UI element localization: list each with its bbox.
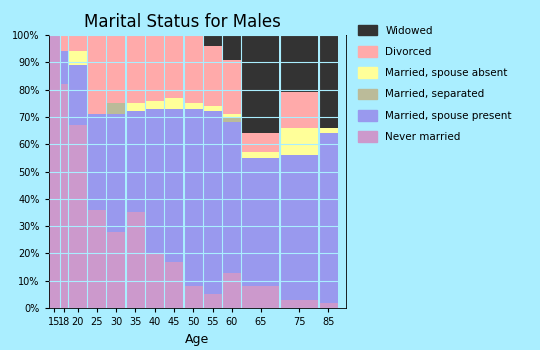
Bar [242, 152, 280, 158]
Bar [222, 114, 241, 117]
Bar [281, 92, 318, 128]
Bar [184, 286, 202, 308]
Bar [49, 35, 60, 308]
Bar [107, 103, 125, 114]
Bar [281, 300, 318, 308]
Bar [319, 35, 338, 128]
Bar [319, 133, 338, 302]
Bar [68, 51, 87, 65]
Bar [87, 114, 106, 210]
Bar [145, 109, 164, 253]
Bar [203, 106, 222, 111]
Bar [242, 286, 280, 308]
Bar [184, 103, 202, 109]
Bar [87, 210, 106, 308]
Bar [68, 125, 87, 308]
Legend: Widowed, Divorced, Married, spouse absent, Married, separated, Married, spouse p: Widowed, Divorced, Married, spouse absen… [356, 23, 514, 144]
Bar [319, 128, 338, 133]
Bar [60, 84, 68, 308]
Bar [203, 111, 222, 294]
Bar [222, 35, 241, 60]
Bar [126, 111, 145, 212]
Bar [165, 261, 183, 308]
Bar [184, 109, 202, 286]
Bar [60, 51, 68, 84]
Bar [222, 122, 241, 273]
Bar [242, 35, 280, 133]
Bar [222, 60, 241, 114]
Bar [145, 253, 164, 308]
Bar [165, 98, 183, 109]
Bar [319, 302, 338, 308]
Bar [107, 232, 125, 308]
Bar [222, 273, 241, 308]
Bar [184, 35, 202, 103]
Bar [281, 35, 318, 92]
Bar [165, 109, 183, 261]
Bar [203, 46, 222, 106]
Bar [126, 35, 145, 103]
X-axis label: Age: Age [185, 332, 209, 345]
Bar [222, 117, 241, 122]
Bar [126, 103, 145, 111]
Bar [87, 35, 106, 114]
Bar [242, 158, 280, 286]
Bar [107, 35, 125, 103]
Bar [203, 294, 222, 308]
Bar [60, 35, 68, 51]
Bar [145, 35, 164, 100]
Bar [242, 133, 280, 152]
Title: Marital Status for Males: Marital Status for Males [84, 13, 281, 31]
Bar [68, 65, 87, 125]
Bar [68, 35, 87, 51]
Bar [281, 155, 318, 300]
Bar [165, 35, 183, 98]
Bar [126, 212, 145, 308]
Bar [203, 35, 222, 46]
Bar [145, 100, 164, 109]
Bar [281, 128, 318, 155]
Bar [107, 114, 125, 232]
